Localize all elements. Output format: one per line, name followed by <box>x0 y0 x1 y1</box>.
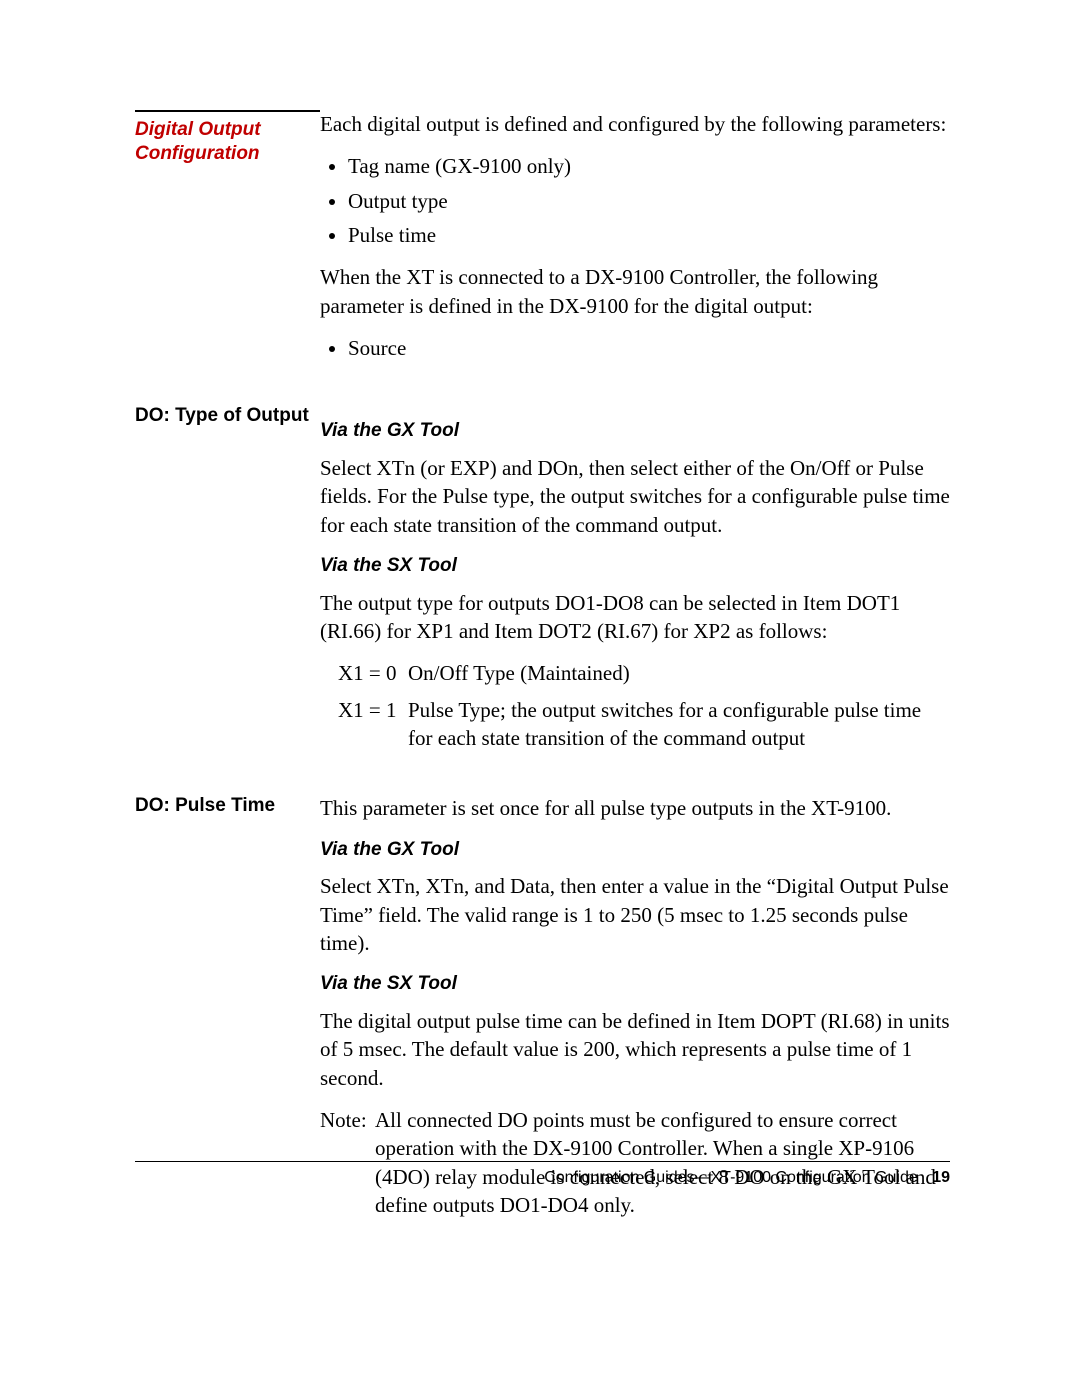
paragraph: The digital output pulse time can be def… <box>320 1007 950 1092</box>
bullet-list: Tag name (GX-9100 only) Output type Pulse … <box>320 152 950 249</box>
footer-page-number: 19 <box>932 1169 950 1186</box>
bullet-list: Source <box>320 334 950 362</box>
bullet-item: Pulse time <box>348 221 950 249</box>
paragraph: Select XTn, XTn, and Data, then enter a … <box>320 872 950 957</box>
paragraph: This parameter is set once for all pulse… <box>320 794 950 822</box>
section-title: Digital Output Configuration <box>135 118 310 166</box>
footer-text: Configuration Guides—XT-9100 Configurati… <box>544 1169 918 1186</box>
paragraph: Select XTn (or EXP) and DOn, then select… <box>320 454 950 539</box>
paragraph: Each digital output is defined and confi… <box>320 110 950 138</box>
doc-section: DO: Type of Output Via the GX Tool Select … <box>135 404 950 766</box>
footer: Configuration Guides—XT-9100 Configurati… <box>0 1169 950 1187</box>
doc-section: Digital Output Configuration Each digital… <box>135 110 950 376</box>
sidebar-heading: DO: Pulse Time <box>135 794 320 818</box>
subheading: Via the GX Tool <box>320 837 950 863</box>
note-label: Note: <box>320 1106 375 1134</box>
bullet-item: Output type <box>348 187 950 215</box>
paragraph: When the XT is connected to a DX-9100 Co… <box>320 263 950 320</box>
sidebar-heading: Digital Output Configuration <box>135 110 320 166</box>
sidebar-heading: DO: Type of Output <box>135 404 320 428</box>
section-content: Via the GX Tool Select XTn (or EXP) and D… <box>320 404 950 766</box>
page: Digital Output Configuration Each digital… <box>0 0 1080 1220</box>
note: Note:All connected DO points must be con… <box>320 1106 950 1219</box>
section-content: Each digital output is defined and confi… <box>320 110 950 376</box>
definition-key: X1 = 0 <box>338 659 408 687</box>
definition-row: X1 = 0On/Off Type (Maintained) <box>320 659 950 687</box>
doc-section: DO: Pulse Time This parameter is set once… <box>135 794 950 1219</box>
paragraph: The output type for outputs DO1-DO8 can … <box>320 589 950 646</box>
bullet-item: Source <box>348 334 950 362</box>
bullet-item: Tag name (GX-9100 only) <box>348 152 950 180</box>
definition-value: Pulse Type; the output switches for a co… <box>408 696 950 753</box>
definition-key: X1 = 1 <box>338 696 408 724</box>
subheading: Via the GX Tool <box>320 418 950 444</box>
definition-list: X1 = 0On/Off Type (Maintained)X1 = 1Puls… <box>320 659 950 752</box>
definition-value: On/Off Type (Maintained) <box>408 659 950 687</box>
footer-rule <box>135 1161 950 1162</box>
subsection-title: DO: Type of Output <box>135 404 310 428</box>
note-text: All connected DO points must be configur… <box>375 1106 950 1219</box>
section-content: This parameter is set once for all pulse… <box>320 794 950 1219</box>
definition-row: X1 = 1Pulse Type; the output switches fo… <box>320 696 950 753</box>
subheading: Via the SX Tool <box>320 971 950 997</box>
subheading: Via the SX Tool <box>320 553 950 579</box>
subsection-title: DO: Pulse Time <box>135 794 310 818</box>
